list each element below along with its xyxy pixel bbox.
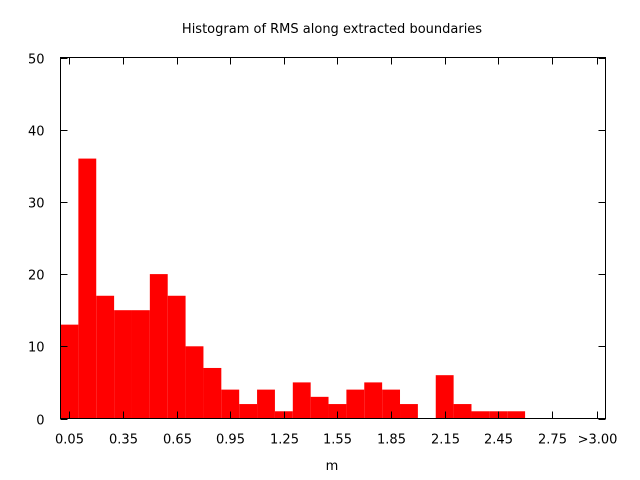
histogram-bar-7	[185, 346, 204, 419]
bars-layer	[60, 158, 526, 419]
x-tick-label-10: >3.00	[578, 433, 618, 448]
histogram-bar-22	[453, 404, 472, 419]
histogram-bar-10	[239, 404, 258, 419]
histogram-bar-18	[382, 389, 401, 419]
histogram-bar-13	[292, 382, 311, 419]
histogram-bar-11	[257, 389, 275, 419]
x-tick-label-4: 1.25	[270, 433, 299, 448]
x-tick-label-5: 1.55	[323, 433, 352, 448]
histogram-bar-6	[167, 295, 186, 419]
chart-title: Histogram of RMS along extracted boundar…	[182, 22, 482, 37]
histogram-bar-2	[96, 295, 115, 419]
histogram-bar-15	[328, 404, 347, 419]
y-tick-label-4: 40	[28, 125, 45, 140]
histogram-bar-25	[507, 411, 526, 419]
y-tick-label-3: 30	[28, 197, 45, 212]
histogram-bar-5	[149, 274, 168, 419]
x-tick-label-7: 2.15	[431, 433, 460, 448]
y-tick-label-2: 20	[28, 269, 45, 284]
x-axis-label: m	[326, 459, 339, 474]
histogram-bar-1	[78, 158, 97, 419]
x-tick-label-3: 0.95	[216, 433, 245, 448]
histogram-bar-12	[274, 411, 293, 419]
x-tick-label-0: 0.05	[55, 433, 84, 448]
y-tick-label-0: 0	[36, 414, 44, 429]
x-tick-label-2: 0.65	[163, 433, 192, 448]
histogram-bar-4	[131, 310, 150, 419]
histogram-bar-17	[364, 382, 383, 419]
y-tick-label-5: 50	[28, 53, 45, 68]
histogram-bar-19	[400, 404, 418, 419]
histogram-bar-0	[60, 324, 79, 419]
histogram-bar-9	[221, 389, 240, 419]
x-tick-label-9: 2.75	[538, 433, 567, 448]
plot-frame	[60, 57, 606, 419]
histogram-bar-16	[346, 389, 365, 419]
histogram-bar-8	[203, 367, 222, 419]
histogram-bar-3	[114, 310, 132, 419]
histogram-bar-23	[471, 411, 490, 419]
x-tick-label-6: 1.85	[377, 433, 406, 448]
x-tick-label-1: 0.35	[109, 433, 138, 448]
histogram-bar-14	[310, 396, 329, 419]
y-tick-label-1: 10	[28, 341, 45, 356]
tick-labels-layer: 0 10 20 30 40 50 0.05 0.35 0.65 0.95 1.25 1.55 1.85 2…	[28, 53, 617, 448]
x-tick-label-8: 2.45	[484, 433, 513, 448]
ticks-layer	[60, 57, 606, 420]
histogram-bar-21	[435, 375, 454, 419]
